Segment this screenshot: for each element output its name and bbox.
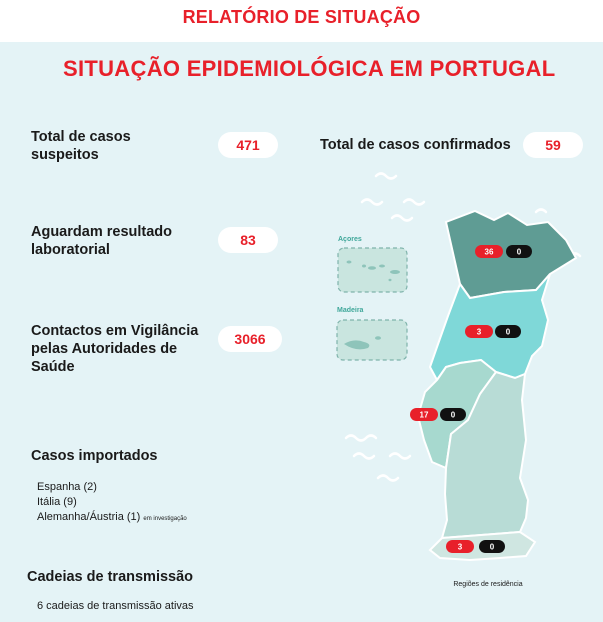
deaths-badge bbox=[495, 325, 521, 338]
confirmed-badge bbox=[410, 408, 438, 421]
awaiting-results-value: 83 bbox=[218, 227, 278, 253]
azores-islands bbox=[346, 260, 400, 282]
awaiting-results-label: Aguardam resultado laboratorial bbox=[31, 224, 172, 258]
confirmed-badge bbox=[475, 245, 503, 258]
imported-cases-list: Espanha (2) Itália (9) Alemanha/Áustria … bbox=[37, 480, 187, 527]
deaths-count: 0 bbox=[517, 248, 522, 257]
region-lvt-badges: 17 0 bbox=[410, 408, 466, 421]
deaths-badge bbox=[506, 245, 532, 258]
azores-label: Açores bbox=[338, 236, 362, 243]
region-algarve-badges: 3 0 bbox=[446, 540, 505, 553]
page-title: SITUAÇÃO EPIDEMIOLÓGICA EM PORTUGAL bbox=[63, 56, 556, 81]
region-norte-badges: 36 0 bbox=[475, 245, 532, 258]
madeira-inset bbox=[336, 319, 408, 361]
region-centro-badges: 3 0 bbox=[465, 325, 521, 338]
deaths-badge bbox=[479, 540, 505, 553]
header-bar: RELATÓRIO DE SITUAÇÃO bbox=[0, 0, 603, 42]
report-title: RELATÓRIO DE SITUAÇÃO bbox=[182, 7, 421, 27]
deaths-count: 0 bbox=[490, 543, 495, 552]
confirmed-cases-value: 59 bbox=[523, 132, 583, 158]
list-item: Alemanha/Áustria (1) em investigação bbox=[37, 511, 187, 523]
list-item: Espanha (2) bbox=[37, 481, 97, 493]
azores-inset bbox=[337, 247, 408, 293]
transmission-chains-title: Cadeias de transmissão bbox=[27, 569, 194, 585]
suspected-cases-value: 471 bbox=[218, 132, 278, 158]
madeira-label: Madeira bbox=[337, 307, 364, 314]
deaths-badge bbox=[440, 408, 466, 421]
list-item: Itália (9) bbox=[37, 496, 77, 508]
confirmed-count: 3 bbox=[477, 328, 482, 337]
map-caption: Regiões de residência bbox=[453, 581, 522, 588]
imported-cases-title: Casos importados bbox=[31, 448, 158, 464]
confirmed-count: 17 bbox=[420, 411, 429, 420]
confirmed-count: 3 bbox=[458, 543, 463, 552]
investigation-note: em investigação bbox=[143, 516, 187, 522]
confirmed-cases-label: Total de casos confirmados bbox=[320, 137, 511, 153]
deaths-count: 0 bbox=[451, 411, 456, 420]
suspected-cases-label: Total de casos suspeitos bbox=[31, 129, 131, 163]
madeira-islands bbox=[344, 336, 381, 350]
contacts-surveillance-label: Contactos em Vigilância pelas Autoridade… bbox=[31, 323, 199, 375]
confirmed-badge bbox=[446, 540, 474, 553]
transmission-chains-text: 6 cadeias de transmissão ativas bbox=[37, 600, 194, 612]
wave-decoration bbox=[344, 172, 582, 482]
confirmed-badge bbox=[465, 325, 493, 338]
deaths-count: 0 bbox=[506, 328, 511, 337]
confirmed-count: 36 bbox=[485, 248, 494, 257]
contacts-surveillance-value: 3066 bbox=[218, 326, 282, 352]
